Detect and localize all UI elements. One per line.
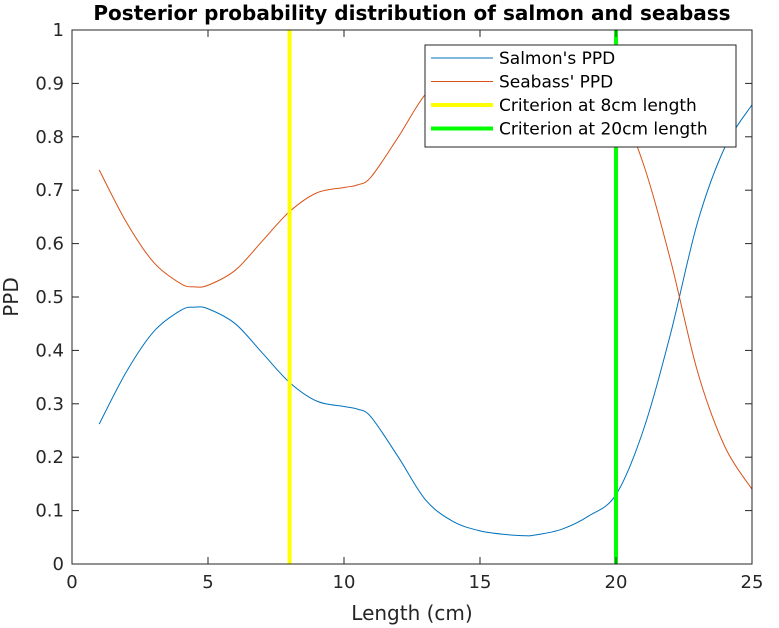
x-tick-label: 20 <box>605 572 628 593</box>
series-line-salmon <box>98 104 753 537</box>
y-tick-label: 0 <box>53 554 64 575</box>
chart-title: Posterior probability distribution of sa… <box>93 1 730 25</box>
y-tick-label: 0.7 <box>35 180 64 201</box>
x-tick-label: 25 <box>741 572 764 593</box>
x-tick-label: 0 <box>66 572 77 593</box>
legend-item-salmon: Salmon's PPD <box>431 49 615 69</box>
y-tick-label: 1 <box>53 20 64 41</box>
legend-label: Seabass' PPD <box>499 73 613 93</box>
y-tick-label: 0.2 <box>35 447 64 468</box>
y-tick-label: 0.5 <box>35 287 64 308</box>
legend-item-seabass: Seabass' PPD <box>431 73 613 93</box>
x-axis-label: Length (cm) <box>351 601 472 625</box>
legend-items: Salmon's PPD Seabass' PPD Criterion at 8cm… <box>431 49 708 140</box>
x-axis-ticks: 0 5 10 15 20 25 <box>66 30 763 593</box>
legend-label: Criterion at 8cm length <box>499 96 697 116</box>
x-tick-label: 15 <box>469 572 492 593</box>
y-tick-label: 0.9 <box>35 73 64 94</box>
legend-item-criterion-8cm: Criterion at 8cm length <box>431 96 697 116</box>
legend-label: Criterion at 20cm length <box>499 120 708 140</box>
legend-item-criterion-20cm: Criterion at 20cm length <box>431 120 708 140</box>
y-tick-label: 0.4 <box>35 340 64 361</box>
y-tick-label: 0.8 <box>35 127 64 148</box>
series-line-seabass <box>98 57 753 490</box>
x-tick-label: 5 <box>202 572 213 593</box>
y-axis-ticks: 0 0.1 0.2 0.3 0.4 0.5 0.6 0.7 0.8 0.9 1 <box>35 20 752 575</box>
y-axis-label: PPD <box>0 277 23 317</box>
y-tick-label: 0.3 <box>35 394 64 415</box>
y-tick-label: 0.1 <box>35 501 64 522</box>
y-tick-label: 0.6 <box>35 234 64 255</box>
x-tick-label: 10 <box>333 572 356 593</box>
series-layer <box>98 57 753 537</box>
legend-label: Salmon's PPD <box>499 49 615 69</box>
legend: Salmon's PPD Seabass' PPD Criterion at 8cm… <box>424 44 737 148</box>
